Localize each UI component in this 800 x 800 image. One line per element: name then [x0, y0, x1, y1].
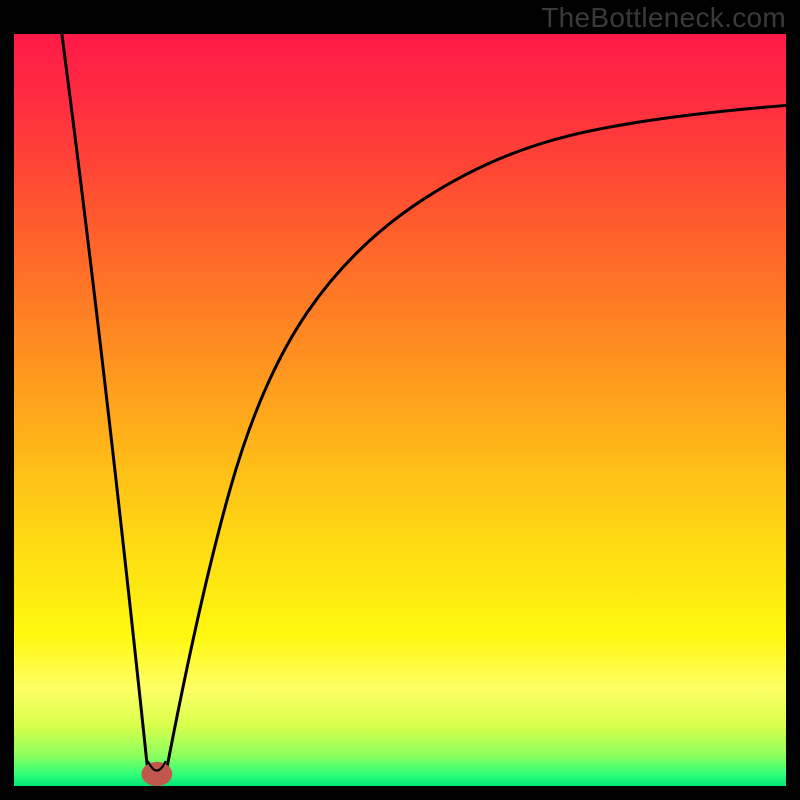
- cusp-marker: [141, 762, 172, 786]
- bottleneck-chart: [0, 0, 800, 800]
- chart-stage: TheBottleneck.com: [0, 0, 800, 800]
- gradient-background: [14, 34, 786, 786]
